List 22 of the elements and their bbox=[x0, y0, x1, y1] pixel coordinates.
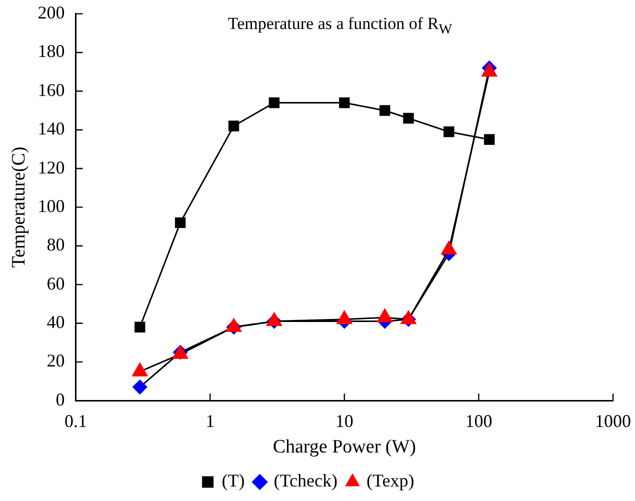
y-tick-label: 60 bbox=[46, 273, 65, 294]
x-tick-label: 10 bbox=[335, 411, 354, 432]
y-tick-label: 0 bbox=[56, 389, 65, 410]
x-axis-title: Charge Power (W) bbox=[272, 436, 416, 458]
x-tick-label: 1000 bbox=[595, 411, 631, 432]
y-tick-label: 180 bbox=[38, 41, 65, 62]
legend-label: (Texp) bbox=[366, 470, 414, 491]
x-tick-label: 100 bbox=[465, 411, 492, 432]
y-axis-title: Temperature(C) bbox=[8, 146, 30, 268]
y-tick-label: 40 bbox=[46, 312, 65, 332]
y-tick-label: 120 bbox=[38, 157, 65, 178]
legend-label: (T) bbox=[222, 470, 245, 491]
y-tick-label: 160 bbox=[38, 80, 65, 100]
x-tick-label: 0.1 bbox=[64, 411, 88, 432]
legend-label: (Tcheck) bbox=[274, 470, 338, 491]
y-tick-label: 20 bbox=[46, 350, 65, 371]
x-tick-label: 1 bbox=[206, 411, 215, 432]
y-tick-label: 140 bbox=[38, 118, 65, 139]
y-tick-label: 200 bbox=[38, 2, 65, 23]
y-tick-label: 80 bbox=[46, 234, 65, 255]
y-tick-label: 100 bbox=[38, 196, 65, 216]
chart-title: Temperature as a function of R$_{W}$ bbox=[226, 14, 454, 38]
